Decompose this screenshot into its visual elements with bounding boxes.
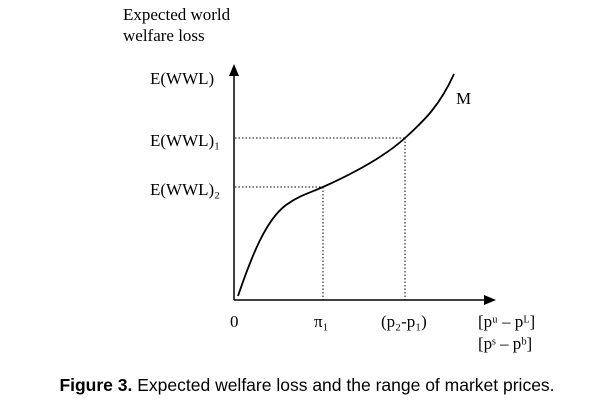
level-2-label: E(WWL)₂ bbox=[150, 180, 220, 199]
welfare-loss-diagram: Expected world welfare loss E(WWL) E(WWL… bbox=[123, 5, 535, 353]
x-tick-2-label: (p₂-p₁) bbox=[381, 312, 427, 331]
x-axis-label-line1: [pᵘ – pᴸ] bbox=[478, 312, 535, 331]
curve-label: M bbox=[456, 89, 471, 108]
y-axis-top-label: E(WWL) bbox=[150, 69, 214, 88]
figure-caption-prefix: Figure 3. bbox=[59, 375, 133, 395]
y-axis-arrowhead bbox=[229, 64, 239, 76]
x-axis-label-line2: [pˢ – pᵇ] bbox=[478, 334, 532, 353]
figure-caption: Figure 3. Expected welfare loss and the … bbox=[0, 375, 614, 396]
y-axis-title-line2: welfare loss bbox=[123, 26, 205, 45]
origin-label: 0 bbox=[230, 312, 239, 331]
level-1-label: E(WWL)₁ bbox=[150, 131, 220, 150]
curve-m bbox=[237, 73, 455, 297]
y-axis-title-line1: Expected world bbox=[123, 5, 231, 24]
x-tick-1-label: π₁ bbox=[314, 312, 329, 331]
x-axis-arrowhead bbox=[484, 295, 496, 305]
figure-caption-text: Expected welfare loss and the range of m… bbox=[132, 375, 555, 395]
